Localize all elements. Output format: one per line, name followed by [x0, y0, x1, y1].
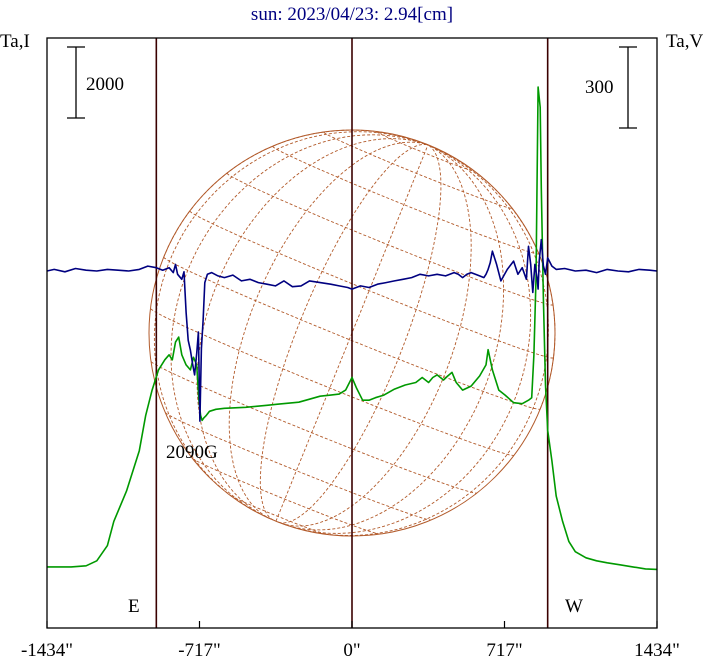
x-tick-label: 1434"	[634, 640, 680, 661]
left-axis-label: Ta,I	[0, 31, 30, 52]
x-axis-ticks: -1434" -717" 0" 717" 1434"	[21, 621, 680, 661]
disk-parallel	[376, 131, 475, 172]
west-limb-label: W	[565, 596, 583, 617]
disk-meridian	[153, 131, 429, 508]
disk-meridian	[259, 144, 429, 521]
disk-parallel	[323, 131, 513, 209]
disk-parallel	[189, 210, 554, 359]
reference-lines	[155, 38, 549, 628]
left-scale-bar-value: 2000	[86, 74, 124, 95]
disk-meridian	[170, 134, 429, 514]
x-tick-label: -717"	[178, 640, 221, 661]
disk-meridian	[228, 141, 429, 520]
right-scale-bar-value: 300	[585, 77, 614, 98]
disk-parallel	[230, 495, 327, 535]
disk-parallel	[164, 412, 432, 521]
disk-meridian	[280, 144, 472, 527]
right-scale-bar: 300	[585, 46, 637, 129]
chart-title: sun: 2023/04/23: 2.94[cm]	[251, 4, 453, 25]
right-axis-label: Ta,V	[666, 31, 703, 52]
disk-parallel	[192, 458, 380, 535]
disk-parallel	[163, 256, 541, 410]
disk-meridian	[163, 129, 429, 258]
x-tick-label: -1434"	[21, 640, 73, 661]
x-tick-label: 0"	[343, 640, 360, 661]
disk-meridian	[282, 144, 505, 531]
disk-parallel	[226, 172, 554, 306]
series-layer	[46, 86, 658, 571]
series-polarization-line	[46, 238, 658, 422]
x-tick-label: 717"	[486, 640, 522, 661]
disk-meridian	[278, 144, 442, 524]
east-limb-label: E	[128, 596, 140, 617]
series-total-intensity-line	[47, 86, 658, 571]
disk-parallel	[150, 308, 514, 456]
annotation-2090g: 2090G	[166, 442, 218, 463]
disk-meridian	[293, 144, 532, 534]
disk-parallel	[150, 361, 477, 494]
chart-title-text: sun: 2023/04/23: 2.94[cm]	[251, 4, 453, 25]
disk-meridian	[196, 138, 429, 519]
disk-meridian	[305, 144, 549, 536]
left-scale-bar: 2000	[67, 46, 124, 119]
